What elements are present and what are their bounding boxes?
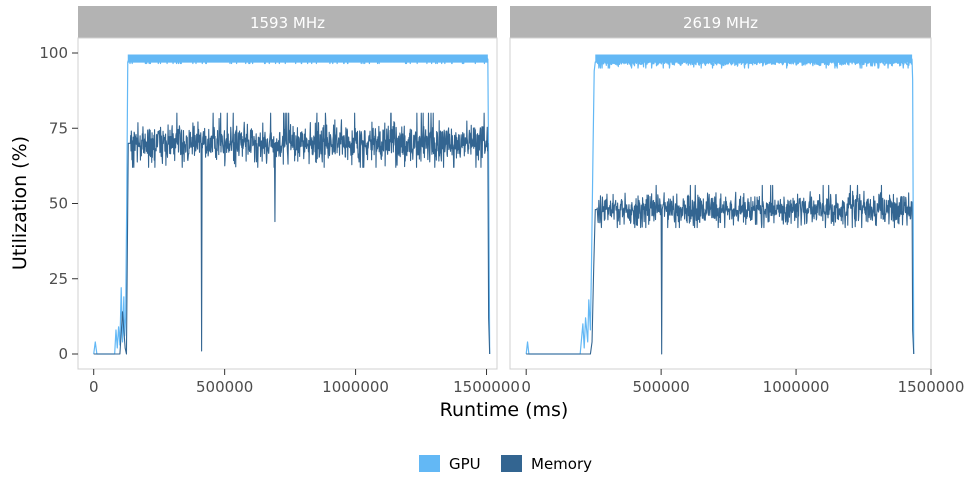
series-line-memory [93, 112, 491, 355]
y-tick-label: 100 [39, 44, 68, 62]
x-axis-title: Runtime (ms) [440, 399, 569, 421]
panel-bg-1593 [77, 37, 498, 370]
y-tick-label: 75 [49, 119, 68, 137]
legend-key-gpu [419, 455, 440, 472]
legend-label-memory: Memory [531, 455, 592, 473]
x-axis-2619: 0 500000 1000000 1500000 [521, 369, 964, 396]
x-tick-label: 1000000 [763, 378, 830, 396]
y-tick-label: 50 [49, 195, 68, 213]
x-tick-label: 1500000 [453, 378, 520, 396]
panel-1593: 1593 MHz [77, 6, 498, 370]
series-group-2619 [525, 54, 915, 355]
strip-bg-2619 [510, 6, 931, 38]
x-tick-label: 1000000 [322, 378, 389, 396]
series-line-memory [526, 184, 915, 355]
y-axis-title: Utilization (%) [9, 136, 31, 270]
x-tick-label: 0 [521, 378, 531, 396]
x-axis-1593: 0 500000 1000000 1500000 [89, 369, 520, 396]
x-tick-label: 0 [89, 378, 99, 396]
y-tick-label: 0 [58, 345, 68, 363]
series-group-1593 [93, 54, 491, 355]
legend: GPU Memory [419, 455, 592, 473]
series-line-gpu [525, 55, 915, 355]
strip-bg-1593 [78, 6, 497, 38]
panel-2619: 2619 MHz [509, 6, 932, 370]
legend-label-gpu: GPU [449, 455, 481, 473]
strip-label-2619: 2619 MHz [683, 14, 758, 32]
x-tick-label: 500000 [632, 378, 689, 396]
y-axis: 0 25 50 75 100 [39, 44, 78, 363]
legend-key-memory [501, 455, 522, 472]
y-tick-label: 25 [49, 270, 68, 288]
gpu-plateau-band [595, 54, 913, 63]
x-tick-label: 1500000 [898, 378, 965, 396]
strip-label-1593: 1593 MHz [250, 14, 325, 32]
gpu-plateau-band [127, 54, 488, 63]
x-tick-label: 500000 [196, 378, 253, 396]
